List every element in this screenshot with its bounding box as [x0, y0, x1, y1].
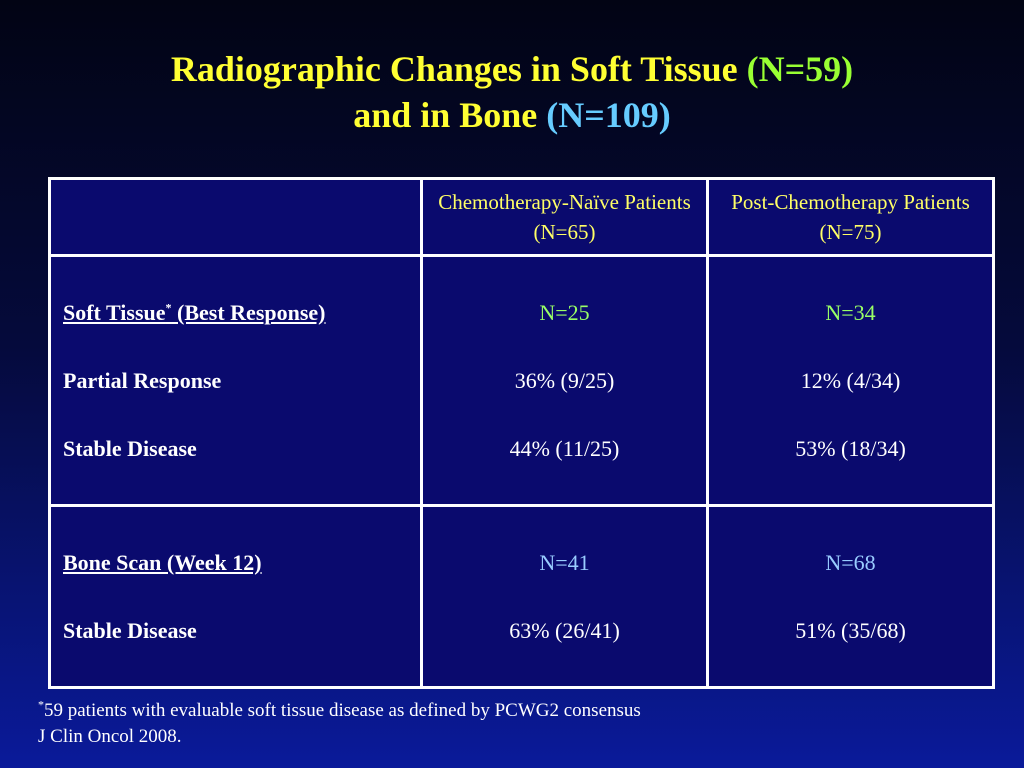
footnote-text: 59 patients with evaluable soft tissue d…	[44, 700, 641, 721]
title-text-1: Radiographic Changes in Soft Tissue	[170, 49, 747, 89]
table-cell: 36% (9/25)	[514, 367, 615, 393]
title-text-2: and in Bone	[353, 95, 547, 135]
footnote-citation: J Clin Oncol 2008.	[38, 726, 182, 747]
row-label: Partial Response	[63, 367, 222, 393]
soft-tissue-post-values: N=34 12% (4/34) 53% (18/34)	[706, 254, 995, 508]
footnote-line-1: *59 patients with evaluable soft tissue …	[38, 698, 641, 724]
title-line-1: Radiographic Changes in Soft Tissue (N=5…	[0, 46, 1024, 92]
table-cell: 53% (18/34)	[795, 435, 906, 461]
footnote-mark: *	[38, 697, 44, 712]
bone-scan-row: Bone Scan (Week 12) Stable Disease N=41 …	[48, 504, 995, 689]
table-header-row: Chemotherapy-Naïve Patients (N=65) Post-…	[48, 176, 995, 258]
soft-tissue-labels: Soft Tissue* (Best Response) Partial Res…	[48, 254, 423, 508]
header-post-chemo: Post-Chemotherapy Patients (N=75)	[706, 176, 995, 258]
row-label: Stable Disease	[63, 435, 197, 461]
footnote: *59 patients with evaluable soft tissue …	[38, 698, 641, 750]
footnote-marker: *	[165, 300, 172, 315]
row-label: Stable Disease	[63, 617, 197, 643]
table-cell: 12% (4/34)	[800, 367, 901, 393]
table-cell: 63% (26/41)	[509, 617, 620, 643]
bone-naive-n: N=41	[539, 549, 590, 575]
soft-tissue-naive-values: N=25 36% (9/25) 44% (11/25)	[420, 254, 709, 508]
soft-tissue-row: Soft Tissue* (Best Response) Partial Res…	[48, 254, 995, 508]
soft-tissue-heading: Soft Tissue* (Best Response)	[63, 279, 420, 347]
header-empty-cell	[48, 176, 423, 258]
soft-tissue-post-n: N=34	[825, 299, 876, 325]
soft-tissue-naive-n: N=25	[539, 299, 590, 325]
title-count-soft-tissue: (N=59)	[746, 49, 854, 89]
soft-tissue-heading-text: Soft Tissue	[63, 299, 166, 325]
bone-scan-labels: Bone Scan (Week 12) Stable Disease	[48, 504, 423, 689]
title-line-2: and in Bone (N=109)	[0, 92, 1024, 138]
title-count-bone: (N=109)	[546, 95, 671, 135]
bone-post-values: N=68 51% (35/68)	[706, 504, 995, 689]
bone-scan-heading: Bone Scan (Week 12)	[63, 549, 262, 575]
slide-title: Radiographic Changes in Soft Tissue (N=5…	[0, 46, 1024, 138]
table-cell: 51% (35/68)	[795, 617, 906, 643]
bone-naive-values: N=41 63% (26/41)	[420, 504, 709, 689]
table-cell: 44% (11/25)	[509, 435, 620, 461]
header-chemo-naive: Chemotherapy-Naïve Patients (N=65)	[420, 176, 709, 258]
soft-tissue-heading-suffix: (Best Response)	[171, 299, 326, 325]
results-table: Chemotherapy-Naïve Patients (N=65) Post-…	[48, 176, 995, 689]
bone-post-n: N=68	[825, 549, 876, 575]
